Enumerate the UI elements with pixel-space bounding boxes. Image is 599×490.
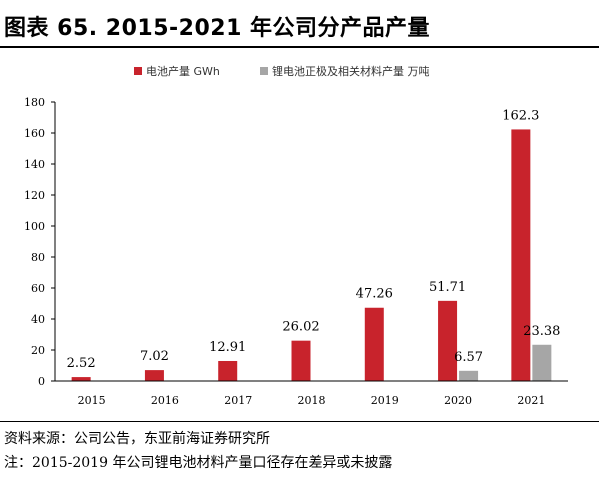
bars: 2.52 7.02 12.91 26.02 47.26 51.71 6.57 162.3 23.… [67, 108, 560, 381]
data-label: 12.91 [209, 340, 246, 355]
title-divider [0, 46, 599, 48]
x-tick-label: 2015 [78, 394, 106, 407]
data-label: 2.52 [67, 356, 96, 371]
x-tick-label: 2017 [224, 394, 252, 407]
data-label: 162.3 [502, 108, 539, 123]
legend-swatch-0 [134, 67, 142, 75]
y-tick-label: 160 [24, 127, 45, 140]
y-tick-label: 80 [31, 251, 45, 264]
y-tick-label: 40 [31, 313, 45, 326]
y-tick-label: 60 [31, 282, 45, 295]
data-label: 47.26 [356, 287, 393, 302]
y-tick-label: 120 [24, 189, 45, 202]
x-tick-label: 2018 [298, 394, 326, 407]
x-tick-label: 2020 [444, 394, 472, 407]
legend-swatch-1 [260, 67, 268, 75]
bar-battery-2017 [218, 360, 238, 381]
data-label: 26.02 [282, 320, 319, 335]
bar-battery-2020 [438, 300, 458, 381]
legend-label-0: 电池产量 GWh [146, 64, 220, 78]
footer-divider [0, 421, 599, 422]
page-title: 图表 65. 2015-2021 年公司分产品产量 [4, 16, 431, 41]
y-axis: 0 20 40 60 80 100 120 140 160 180 [24, 96, 56, 388]
footnote: 注：2015-2019 年公司锂电池材料产量口径存在差异或未披露 [4, 455, 393, 471]
y-tick-label: 100 [24, 220, 45, 233]
y-tick-label: 0 [38, 375, 45, 388]
data-label: 7.02 [140, 349, 169, 364]
data-label: 6.57 [454, 350, 483, 365]
bar-battery-2018 [291, 340, 311, 381]
bar-battery-2021 [511, 129, 531, 381]
bar-battery-2016 [144, 370, 164, 381]
y-tick-label: 140 [24, 158, 45, 171]
x-axis: 2015 2016 2017 2018 2019 2020 2021 [55, 380, 568, 407]
x-tick-label: 2019 [371, 394, 399, 407]
bar-cathode-2021 [532, 344, 552, 381]
y-tick-label: 20 [31, 344, 45, 357]
source-note: 资料来源：公司公告，东亚前海证券研究所 [4, 431, 270, 447]
x-tick-label: 2016 [151, 394, 179, 407]
legend-label-1: 锂电池正极及相关材料产量 万吨 [272, 64, 430, 78]
data-label: 23.38 [523, 324, 560, 339]
x-tick-label: 2021 [517, 394, 545, 407]
legend: 电池产量 GWh 锂电池正极及相关材料产量 万吨 [134, 64, 430, 78]
y-tick-label: 180 [24, 96, 45, 109]
bar-battery-2015 [71, 377, 91, 381]
bar-battery-2019 [364, 307, 384, 381]
bar-chart: 电池产量 GWh 锂电池正极及相关材料产量 万吨 0 20 40 60 80 100 120 1… [24, 64, 568, 407]
bar-cathode-2020 [459, 370, 479, 381]
data-label: 51.71 [429, 280, 466, 295]
